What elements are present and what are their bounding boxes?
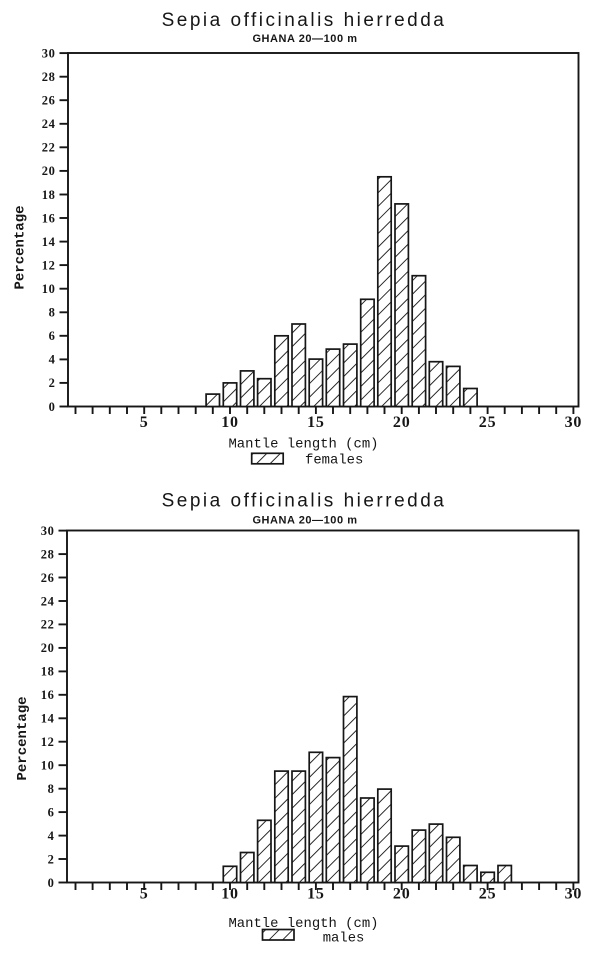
svg-text:2: 2 <box>49 376 56 390</box>
svg-text:2: 2 <box>48 852 55 866</box>
svg-text:females: females <box>305 453 363 469</box>
svg-text:6: 6 <box>49 329 56 343</box>
svg-text:20: 20 <box>42 164 56 178</box>
svg-text:15: 15 <box>307 414 325 431</box>
svg-text:8: 8 <box>49 306 56 320</box>
svg-text:Mantle length (cm): Mantle length (cm) <box>228 916 378 932</box>
svg-text:24: 24 <box>41 594 55 608</box>
svg-text:16: 16 <box>41 688 55 702</box>
svg-text:GHANA 20—100 m: GHANA 20—100 m <box>252 33 357 45</box>
svg-text:18: 18 <box>41 665 55 679</box>
svg-text:males: males <box>323 931 365 947</box>
svg-text:14: 14 <box>42 235 56 249</box>
svg-text:Sepia officinalis hierredda: Sepia officinalis hierredda <box>162 491 447 512</box>
svg-text:Percentage: Percentage <box>15 696 31 780</box>
svg-text:30: 30 <box>42 46 56 60</box>
svg-text:12: 12 <box>41 735 55 749</box>
svg-text:16: 16 <box>42 211 56 225</box>
svg-text:20: 20 <box>393 414 411 431</box>
svg-text:25: 25 <box>479 886 497 903</box>
svg-text:30: 30 <box>565 414 583 431</box>
svg-text:0: 0 <box>48 876 55 890</box>
svg-text:5: 5 <box>140 886 149 903</box>
svg-text:4: 4 <box>49 353 56 367</box>
svg-text:Sepia officinalis hierredda: Sepia officinalis hierredda <box>162 10 447 31</box>
svg-text:28: 28 <box>42 70 56 84</box>
svg-text:30: 30 <box>565 886 583 903</box>
svg-text:15: 15 <box>307 886 325 903</box>
svg-text:22: 22 <box>42 141 56 155</box>
svg-text:28: 28 <box>41 547 55 561</box>
svg-text:24: 24 <box>42 117 56 131</box>
svg-text:18: 18 <box>42 188 56 202</box>
svg-text:30: 30 <box>41 524 55 538</box>
svg-text:0: 0 <box>49 400 56 414</box>
svg-text:5: 5 <box>140 414 149 431</box>
svg-text:Mantle length (cm): Mantle length (cm) <box>228 437 378 453</box>
svg-text:26: 26 <box>42 94 56 108</box>
svg-text:10: 10 <box>41 759 55 773</box>
svg-text:Percentage: Percentage <box>13 205 29 289</box>
svg-text:GHANA 20—100 m: GHANA 20—100 m <box>252 515 357 527</box>
svg-text:12: 12 <box>42 258 56 272</box>
svg-text:22: 22 <box>41 618 55 632</box>
svg-text:10: 10 <box>221 886 239 903</box>
svg-text:25: 25 <box>479 414 497 431</box>
svg-text:6: 6 <box>48 805 55 819</box>
svg-text:20: 20 <box>393 886 411 903</box>
svg-text:8: 8 <box>48 782 55 796</box>
svg-text:20: 20 <box>41 641 55 655</box>
svg-text:10: 10 <box>42 282 56 296</box>
svg-text:10: 10 <box>221 414 239 431</box>
svg-text:14: 14 <box>41 712 55 726</box>
svg-text:26: 26 <box>41 571 55 585</box>
svg-text:4: 4 <box>48 829 55 843</box>
